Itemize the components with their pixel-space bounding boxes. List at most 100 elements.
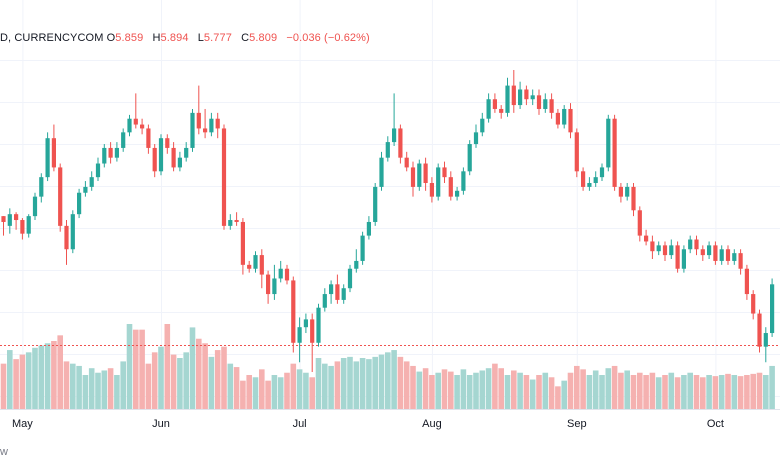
- volume-bar: [454, 375, 460, 409]
- candle-body: [146, 128, 151, 148]
- volume-bar: [208, 356, 215, 409]
- volume-bar: [529, 379, 536, 409]
- candle-body: [744, 268, 749, 295]
- low-label: L: [197, 32, 204, 44]
- candle-body: [26, 216, 31, 234]
- candle-body: [587, 183, 592, 187]
- candle-body: [64, 225, 69, 250]
- volume-bar: [756, 372, 763, 409]
- volume-bar: [265, 380, 271, 409]
- volume-bar: [63, 361, 70, 409]
- volume-bar: [145, 363, 152, 409]
- volume-bar: [561, 380, 567, 409]
- candle-body: [14, 214, 19, 221]
- candle-body: [681, 249, 686, 269]
- volume-bar: [328, 365, 334, 409]
- volume-bar: [366, 359, 372, 409]
- footer-text: w: [0, 446, 8, 458]
- volume-bar: [101, 370, 108, 409]
- x-axis: May Jun Jul Aug Sep Oct: [12, 418, 724, 430]
- volume-bar: [422, 368, 429, 409]
- volume-bar: [662, 375, 668, 409]
- candle-body: [398, 128, 403, 158]
- candle-body: [373, 186, 378, 222]
- candle-body: [562, 108, 567, 125]
- candle-body: [669, 245, 674, 256]
- volume-bar: [385, 352, 391, 409]
- volume-bar: [700, 377, 706, 409]
- volume-bar: [51, 341, 57, 409]
- candle-body: [297, 327, 302, 343]
- volume-bar: [479, 370, 486, 409]
- candle-body: [505, 85, 510, 113]
- volume-bar: [252, 377, 259, 409]
- candle-body: [461, 171, 466, 191]
- candle-body: [39, 177, 44, 197]
- candle-body: [467, 144, 472, 172]
- volume-bar: [466, 375, 473, 409]
- low-value: 5.777: [203, 32, 232, 44]
- x-tick-label: May: [12, 418, 33, 430]
- volume-bar: [763, 375, 769, 409]
- volume-bar: [681, 375, 687, 409]
- volume-bar: [76, 365, 82, 409]
- volume-bar: [668, 372, 675, 409]
- candle-body: [228, 220, 233, 226]
- volume-bar: [586, 375, 593, 409]
- candle-body: [473, 132, 479, 145]
- candle-body: [32, 196, 38, 217]
- candle-body: [341, 288, 346, 300]
- candle-body: [140, 124, 145, 129]
- candle-body: [530, 95, 535, 100]
- volume-bar: [170, 354, 177, 409]
- candle-body: [511, 85, 516, 106]
- volume-bar: [397, 356, 404, 409]
- candle-body: [499, 108, 504, 113]
- candle-body: [631, 186, 636, 211]
- open-label: O: [106, 32, 116, 44]
- x-tick-label: Aug: [422, 418, 442, 430]
- volume-bar: [246, 375, 252, 409]
- volume-bar: [504, 375, 511, 409]
- volume-bar: [416, 371, 423, 409]
- candle-body: [234, 220, 239, 222]
- volume-bar: [151, 352, 158, 409]
- volume-bar: [284, 372, 290, 409]
- volume-bar: [674, 377, 681, 409]
- volume-bar: [637, 372, 643, 409]
- volume-bar: [82, 375, 89, 409]
- candle-body: [196, 112, 201, 129]
- candle-body: [549, 99, 554, 113]
- candle-body: [379, 157, 384, 187]
- volume-bar: [177, 358, 183, 409]
- candle-body: [316, 307, 321, 343]
- volume-bar: [372, 356, 378, 409]
- volume-bar: [391, 350, 397, 409]
- volume-bar: [624, 370, 630, 409]
- volume-bar: [574, 365, 580, 409]
- candle-body: [518, 89, 523, 106]
- volume-bar: [655, 377, 662, 409]
- volume-bar: [403, 361, 410, 409]
- volume-bar: [592, 370, 599, 409]
- candle-body: [581, 171, 586, 187]
- candle-body: [322, 294, 327, 308]
- volume-bar: [233, 367, 240, 409]
- candle-body: [410, 167, 416, 187]
- volume-bar: [19, 354, 26, 409]
- candle-body: [209, 118, 214, 133]
- candle-body: [303, 319, 308, 328]
- candle-body: [656, 245, 661, 252]
- x-tick-label: Jul: [293, 418, 307, 430]
- volume-bar: [240, 380, 246, 409]
- candle-body: [102, 147, 107, 164]
- volume-bar: [271, 375, 278, 409]
- candle-body: [77, 192, 82, 215]
- volume-bar: [334, 361, 341, 409]
- candle-body: [171, 147, 176, 168]
- volume-bar: [202, 343, 208, 409]
- candle-body: [606, 118, 611, 168]
- volume-bar: [511, 370, 517, 409]
- candle-body: [757, 313, 762, 347]
- candle-body: [612, 118, 617, 187]
